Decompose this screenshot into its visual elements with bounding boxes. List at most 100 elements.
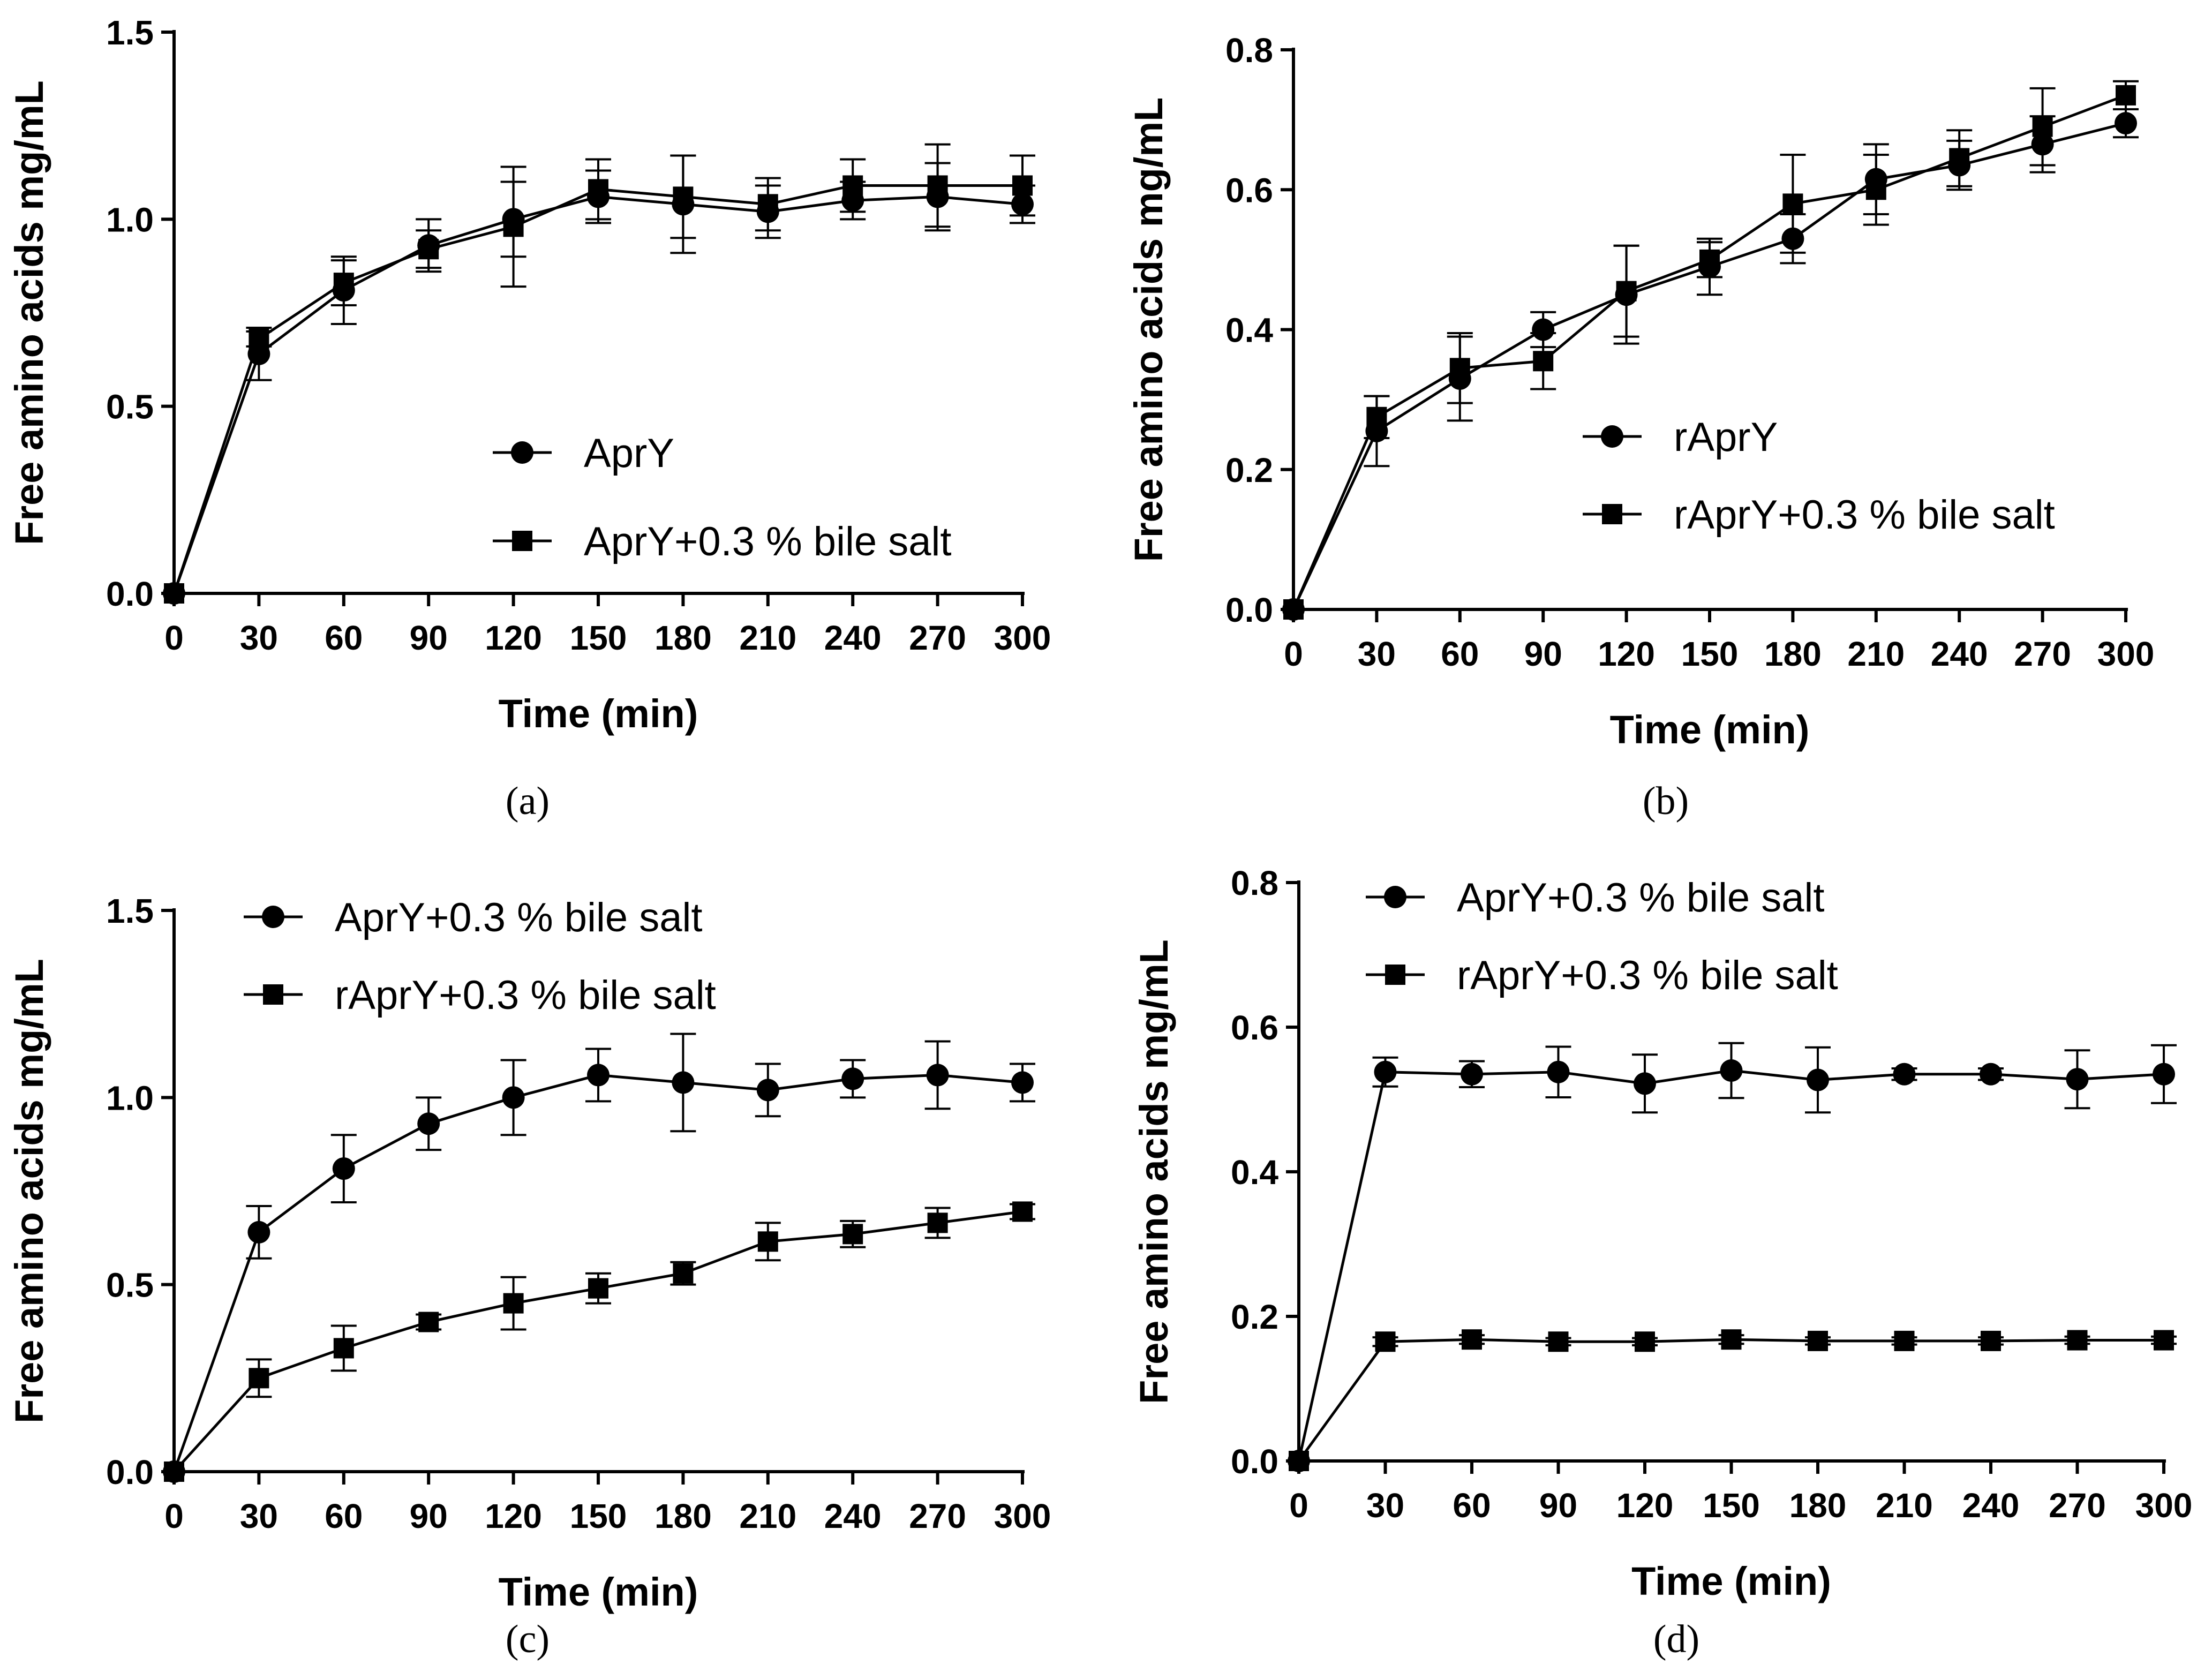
y-tick-label: 0.0 bbox=[106, 575, 154, 613]
data-point bbox=[1634, 1072, 1656, 1095]
data-point bbox=[1012, 175, 1033, 196]
data-point bbox=[1865, 179, 1886, 200]
data-point bbox=[249, 328, 269, 349]
data-point bbox=[2067, 1330, 2088, 1351]
data-point bbox=[1808, 1330, 1828, 1351]
data-point bbox=[927, 175, 948, 196]
x-tick-label: 0 bbox=[1289, 1486, 1308, 1525]
legend-label: rAprY+0.3 % bile salt bbox=[1457, 953, 1838, 998]
x-tick-label: 210 bbox=[739, 1497, 796, 1535]
data-point bbox=[673, 1263, 694, 1284]
data-point bbox=[1533, 351, 1554, 372]
data-point bbox=[757, 1231, 778, 1252]
panel-label: (d) bbox=[1653, 1617, 1699, 1661]
data-point bbox=[1012, 1201, 1033, 1222]
x-tick-label: 300 bbox=[994, 619, 1051, 657]
y-tick-label: 0.5 bbox=[106, 388, 154, 426]
x-tick-label: 60 bbox=[1453, 1486, 1491, 1525]
data-point bbox=[1980, 1063, 2002, 1086]
x-tick-label: 180 bbox=[654, 1497, 712, 1535]
y-tick-label: 0.4 bbox=[1225, 311, 1273, 350]
series-square bbox=[164, 1201, 1035, 1482]
data-point bbox=[1699, 249, 1720, 270]
series-circle bbox=[163, 1033, 1035, 1483]
data-point bbox=[249, 1368, 269, 1389]
panel-label: (a) bbox=[506, 779, 550, 823]
y-tick-label: 0.6 bbox=[1225, 171, 1273, 209]
legend-label: rAprY bbox=[1674, 415, 1778, 460]
data-point bbox=[2154, 1330, 2174, 1351]
data-point bbox=[417, 1112, 440, 1135]
legend-label: AprY+0.3 % bile salt bbox=[335, 895, 703, 940]
y-tick-label: 0.4 bbox=[1231, 1153, 1278, 1192]
x-tick-label: 0 bbox=[164, 619, 184, 657]
data-point bbox=[2153, 1063, 2175, 1086]
x-tick-label: 180 bbox=[654, 619, 712, 657]
legend-marker bbox=[512, 531, 532, 551]
legend-marker bbox=[1385, 965, 1405, 985]
y-tick-label: 1.0 bbox=[106, 200, 154, 239]
y-tick-label: 0.2 bbox=[1225, 451, 1273, 489]
data-point bbox=[1375, 1331, 1396, 1352]
data-point bbox=[332, 1157, 355, 1180]
panel-b: 0 30 60 90 120 150 180 210 240 270 300 0.0 0.2 0.4 0.6… bbox=[1126, 31, 2154, 823]
panel-d: 0 30 60 90 120 150 180 210 240 270 300 0.0 0.2 0.4 0.6… bbox=[1132, 864, 2192, 1661]
legend-marker bbox=[511, 441, 533, 464]
data-point bbox=[1616, 281, 1637, 302]
data-point bbox=[502, 1086, 525, 1109]
y-tick-label: 0.2 bbox=[1231, 1298, 1278, 1336]
data-point bbox=[164, 583, 184, 604]
legend-marker bbox=[263, 984, 283, 1005]
data-point bbox=[1893, 1063, 1916, 1086]
series-square bbox=[1289, 1329, 2177, 1471]
x-tick-label: 210 bbox=[739, 619, 796, 657]
data-point bbox=[1283, 599, 1304, 620]
legend-marker bbox=[1384, 886, 1406, 908]
data-point bbox=[2116, 85, 2136, 106]
x-axis-title: Time (min) bbox=[499, 691, 698, 736]
series-square bbox=[1283, 80, 2139, 620]
panel-c: 0 30 60 90 120 150 180 210 240 270 300 0.0 0.5 1.0 1.5… bbox=[7, 892, 1051, 1661]
data-point bbox=[2066, 1068, 2089, 1091]
data-point bbox=[588, 1278, 608, 1299]
y-tick-label: 0.8 bbox=[1231, 864, 1278, 902]
panel-label: (b) bbox=[1643, 779, 1689, 823]
data-point bbox=[842, 1224, 863, 1245]
data-point bbox=[1461, 1063, 1483, 1086]
data-point bbox=[1289, 1451, 1309, 1471]
series-line bbox=[1297, 1338, 2164, 1462]
data-point bbox=[673, 186, 694, 207]
x-tick-label: 90 bbox=[410, 619, 448, 657]
data-point bbox=[164, 1461, 184, 1482]
x-tick-label: 90 bbox=[1539, 1486, 1577, 1525]
y-tick-label: 1.5 bbox=[106, 892, 154, 930]
data-point bbox=[247, 1221, 270, 1244]
data-point bbox=[1547, 1060, 1570, 1083]
x-tick-label: 30 bbox=[240, 619, 278, 657]
x-tick-label: 60 bbox=[325, 1497, 363, 1535]
y-axis-title: Free amino acids mg/mL bbox=[7, 959, 51, 1423]
y-axis-title: Free amino acids mg/mL bbox=[1132, 939, 1176, 1404]
x-tick-label: 270 bbox=[909, 619, 966, 657]
data-point bbox=[926, 1064, 949, 1087]
legend-label: AprY+0.3 % bile salt bbox=[584, 519, 952, 564]
data-point bbox=[1374, 1060, 1397, 1083]
series-circle bbox=[1288, 1042, 2177, 1472]
series-circle bbox=[1282, 108, 2139, 621]
x-tick-label: 90 bbox=[1524, 635, 1562, 673]
data-point bbox=[841, 1067, 864, 1090]
data-point bbox=[1894, 1330, 1915, 1351]
data-point bbox=[842, 175, 863, 196]
legend-label: AprY+0.3 % bile salt bbox=[1457, 875, 1825, 921]
data-point bbox=[927, 1212, 948, 1233]
legend-marker bbox=[1602, 504, 1622, 524]
y-tick-label: 0.6 bbox=[1231, 1008, 1278, 1047]
data-point bbox=[1449, 358, 1470, 379]
data-point bbox=[588, 179, 608, 200]
x-tick-label: 240 bbox=[824, 619, 882, 657]
x-tick-label: 0 bbox=[164, 1497, 184, 1535]
x-tick-label: 300 bbox=[994, 1497, 1051, 1535]
x-tick-label: 150 bbox=[570, 619, 627, 657]
data-point bbox=[1635, 1331, 1655, 1352]
x-tick-label: 90 bbox=[410, 1497, 448, 1535]
